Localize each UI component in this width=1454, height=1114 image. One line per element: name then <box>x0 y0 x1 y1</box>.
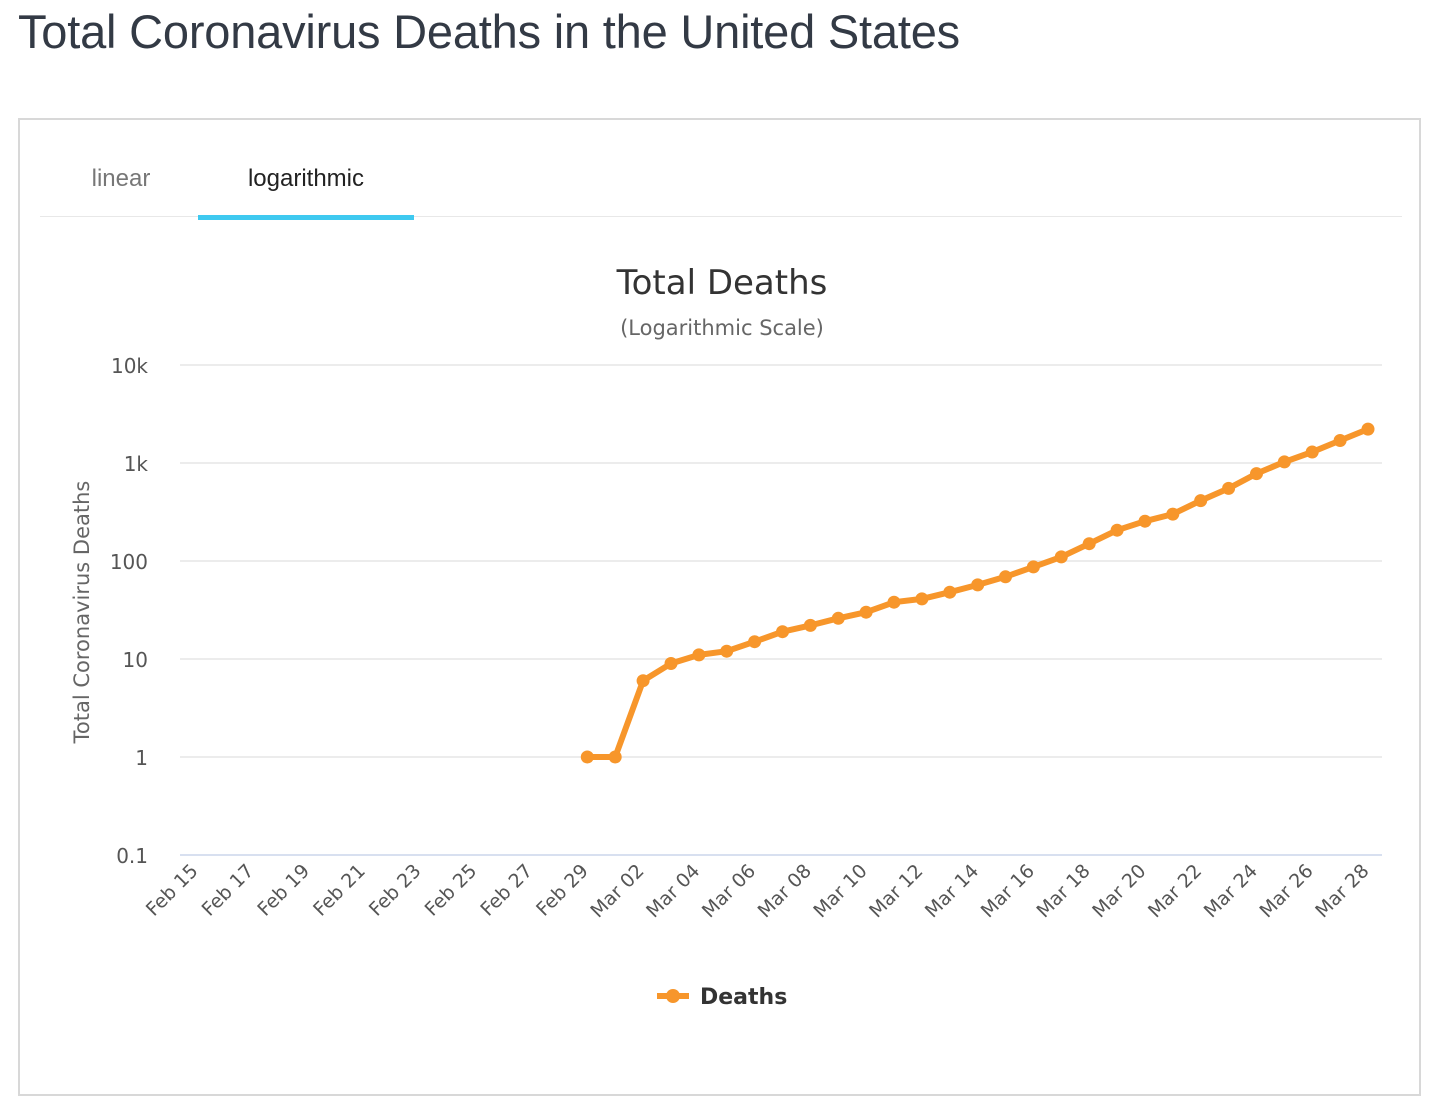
data-point[interactable] <box>859 605 873 619</box>
x-tick-label: Feb 15 <box>142 860 203 921</box>
y-tick-label: 1k <box>124 452 149 476</box>
x-tick-label: Mar 02 <box>586 860 648 922</box>
x-tick-label: Feb 25 <box>421 860 482 921</box>
x-tick-label: Mar 26 <box>1255 860 1317 922</box>
active-tab-indicator <box>198 215 414 220</box>
x-tick-label: Mar 20 <box>1088 860 1150 922</box>
tab-logarithmic-label: logarithmic <box>247 165 365 192</box>
x-tick-label: Mar 28 <box>1311 860 1373 922</box>
data-point[interactable] <box>608 750 622 764</box>
data-point[interactable] <box>999 570 1012 584</box>
page-title: Total Coronavirus Deaths in the United S… <box>18 5 960 58</box>
data-point[interactable] <box>692 648 706 662</box>
x-tick-label: Mar 04 <box>642 860 704 922</box>
data-point[interactable] <box>748 635 762 649</box>
x-tick-label: Feb 21 <box>309 860 370 921</box>
legend[interactable]: Deaths <box>657 985 787 1010</box>
y-tick-label: 10k <box>111 354 148 378</box>
data-point[interactable] <box>720 644 734 658</box>
x-tick-label: Mar 24 <box>1200 860 1262 922</box>
data-point[interactable] <box>1026 560 1040 574</box>
data-point[interactable] <box>971 578 985 592</box>
tab-linear[interactable]: linear <box>91 165 151 192</box>
data-point[interactable] <box>1222 481 1236 495</box>
data-point[interactable] <box>1054 550 1068 564</box>
x-tick-label: Mar 10 <box>809 860 871 922</box>
x-tick-label: Feb 27 <box>476 860 537 921</box>
x-tick-label: Mar 18 <box>1032 860 1094 922</box>
legend-series-label[interactable]: Deaths <box>700 985 787 1010</box>
data-point[interactable] <box>636 674 650 688</box>
y-axis-label: Total Coronavirus Deaths <box>70 481 94 745</box>
x-tick-label: Mar 14 <box>921 860 983 922</box>
y-tick-label: 10 <box>123 648 148 672</box>
data-point[interactable] <box>1250 467 1263 481</box>
data-point[interactable] <box>1166 507 1180 521</box>
data-point[interactable] <box>1361 422 1375 436</box>
y-tick-label: 100 <box>110 550 148 574</box>
data-point[interactable] <box>831 611 845 625</box>
data-point[interactable] <box>915 592 929 606</box>
chart-title: Total Deaths <box>616 263 828 303</box>
data-point[interactable] <box>1305 445 1319 459</box>
y-tick-label: 0.1 <box>116 844 148 868</box>
data-point[interactable] <box>1082 537 1096 551</box>
series-line-deaths <box>584 426 1371 760</box>
chart-panel: linear logarithmic Total Deaths (Logarit… <box>18 118 1421 1096</box>
data-point[interactable] <box>1110 523 1124 537</box>
tab-logarithmic[interactable]: logarithmic <box>198 160 414 220</box>
data-point[interactable] <box>803 618 817 632</box>
x-tick-label: Feb 17 <box>198 860 259 921</box>
x-tick-label: Mar 16 <box>977 860 1039 922</box>
deaths-chart: Total Deaths (Logarithmic Scale) Total C… <box>70 263 1382 1010</box>
x-tick-label: Mar 22 <box>1144 860 1206 922</box>
x-tick-label: Feb 23 <box>365 860 426 921</box>
chart-subtitle: (Logarithmic Scale) <box>620 316 824 340</box>
data-point[interactable] <box>1138 514 1152 528</box>
x-tick-label: Mar 06 <box>698 860 760 922</box>
data-point[interactable] <box>1277 455 1291 469</box>
data-point[interactable] <box>1194 494 1208 508</box>
x-tick-label: Mar 12 <box>865 860 927 922</box>
x-tick-label: Feb 19 <box>253 860 314 921</box>
scale-tabs: linear logarithmic <box>40 160 1402 220</box>
x-tick-label: Mar 08 <box>754 860 816 922</box>
data-point[interactable] <box>776 625 789 639</box>
data-point[interactable] <box>664 657 678 670</box>
legend-series-swatch-marker <box>666 989 680 1003</box>
data-point[interactable] <box>1333 434 1347 447</box>
y-tick-label: 1 <box>135 746 148 770</box>
data-point[interactable] <box>943 585 957 599</box>
data-point[interactable] <box>580 750 594 764</box>
data-point[interactable] <box>887 595 901 609</box>
x-tick-label: Feb 29 <box>532 860 593 921</box>
